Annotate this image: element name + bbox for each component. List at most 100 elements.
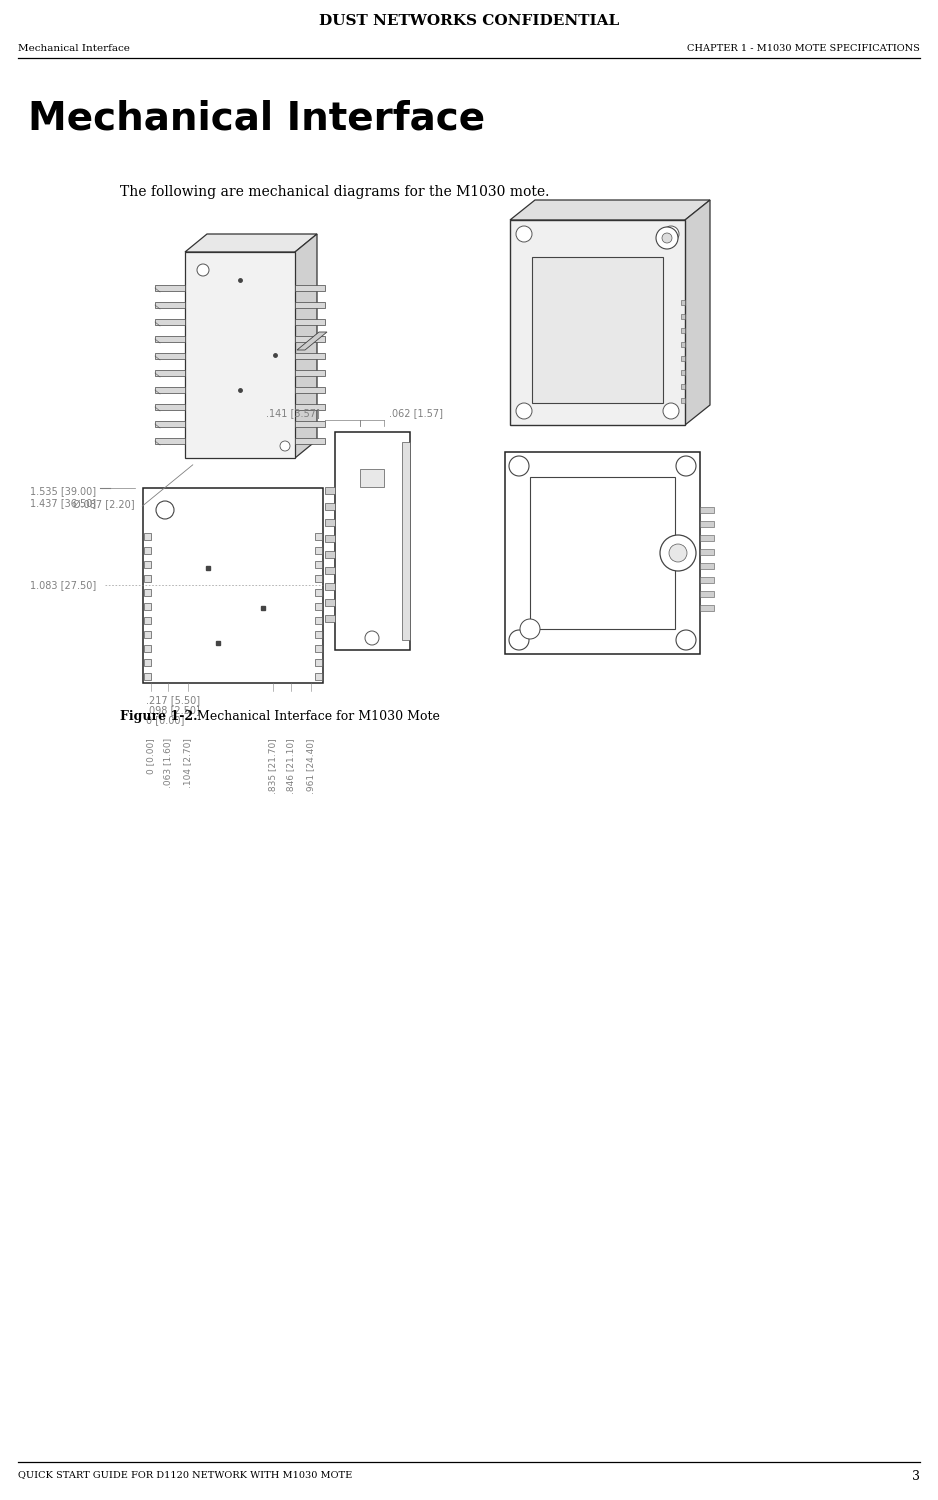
Bar	[530, 477, 675, 628]
Bar	[315, 658, 322, 666]
Text: .104 [2.70]: .104 [2.70]	[184, 738, 192, 788]
Text: Mechanical Interface for M1030 Mote: Mechanical Interface for M1030 Mote	[185, 710, 440, 723]
Bar	[700, 591, 714, 597]
Polygon shape	[295, 422, 325, 428]
Bar	[532, 256, 663, 404]
Bar	[144, 645, 151, 652]
Bar	[315, 532, 322, 540]
Circle shape	[656, 226, 678, 249]
Polygon shape	[295, 302, 325, 307]
Bar	[325, 488, 335, 494]
Text: 1.535 [39.00]: 1.535 [39.00]	[30, 486, 96, 496]
Polygon shape	[685, 200, 710, 424]
Bar	[335, 432, 410, 650]
Bar	[505, 452, 700, 654]
Polygon shape	[155, 387, 185, 393]
Text: 0 [0.00]: 0 [0.00]	[146, 738, 156, 774]
Text: 0 [0.00]: 0 [0.00]	[146, 716, 185, 724]
Bar	[325, 503, 335, 510]
Circle shape	[365, 632, 379, 645]
Polygon shape	[155, 352, 185, 358]
Bar	[325, 519, 335, 526]
Circle shape	[676, 630, 696, 650]
Bar	[402, 442, 410, 640]
Polygon shape	[155, 302, 185, 307]
Circle shape	[156, 501, 174, 519]
Polygon shape	[185, 252, 295, 458]
Circle shape	[669, 544, 687, 562]
Bar	[144, 658, 151, 666]
Bar	[700, 562, 714, 568]
Circle shape	[516, 404, 532, 418]
Polygon shape	[155, 404, 185, 410]
Circle shape	[197, 264, 209, 276]
Polygon shape	[297, 332, 327, 350]
Bar	[700, 520, 714, 526]
Polygon shape	[295, 352, 325, 358]
Polygon shape	[295, 336, 325, 342]
Bar	[315, 561, 322, 568]
Bar	[144, 632, 151, 638]
Circle shape	[660, 536, 696, 572]
Text: .141 [3.57]: .141 [3.57]	[266, 408, 320, 419]
Polygon shape	[185, 234, 317, 252]
Bar	[681, 314, 685, 320]
Circle shape	[509, 456, 529, 476]
Text: QUICK START GUIDE FOR D1120 NETWORK WITH M1030 MOTE: QUICK START GUIDE FOR D1120 NETWORK WITH…	[18, 1470, 353, 1479]
Bar	[143, 488, 323, 682]
Polygon shape	[155, 336, 185, 342]
Circle shape	[676, 456, 696, 476]
Bar	[325, 584, 335, 590]
Text: DUST NETWORKS CONFIDENTIAL: DUST NETWORKS CONFIDENTIAL	[319, 13, 619, 28]
Bar	[144, 674, 151, 680]
Bar	[144, 590, 151, 596]
Text: Ø.087 [2.20]: Ø.087 [2.20]	[73, 500, 135, 510]
Polygon shape	[295, 320, 325, 326]
Bar	[360, 470, 384, 488]
Polygon shape	[295, 285, 325, 291]
Polygon shape	[155, 438, 185, 444]
Polygon shape	[155, 285, 185, 291]
Bar	[700, 549, 714, 555]
Bar	[325, 536, 335, 542]
Text: 1.437 [36.50]: 1.437 [36.50]	[30, 498, 96, 508]
Polygon shape	[295, 370, 325, 376]
Bar	[700, 604, 714, 610]
Text: Mechanical Interface: Mechanical Interface	[18, 44, 129, 52]
Bar	[315, 616, 322, 624]
Text: 3: 3	[912, 1470, 920, 1484]
Bar	[700, 507, 714, 513]
Bar	[315, 674, 322, 680]
Text: .062 [1.57]: .062 [1.57]	[389, 408, 443, 419]
Bar	[144, 548, 151, 554]
Text: .961 [24.40]: .961 [24.40]	[307, 738, 315, 794]
Bar	[325, 615, 335, 622]
Bar	[681, 342, 685, 346]
Text: CHAPTER 1 - M1030 MOTE SPECIFICATIONS: CHAPTER 1 - M1030 MOTE SPECIFICATIONS	[688, 44, 920, 52]
Bar	[315, 632, 322, 638]
Text: .098 [2.50]: .098 [2.50]	[146, 705, 200, 716]
Text: Mechanical Interface: Mechanical Interface	[28, 100, 485, 138]
Bar	[315, 645, 322, 652]
Bar	[315, 590, 322, 596]
Polygon shape	[295, 438, 325, 444]
Text: 1.083 [27.50]: 1.083 [27.50]	[30, 580, 96, 590]
Polygon shape	[155, 422, 185, 428]
Polygon shape	[295, 387, 325, 393]
Text: .846 [21.10]: .846 [21.10]	[286, 738, 295, 794]
Bar	[144, 616, 151, 624]
Bar	[681, 356, 685, 362]
Bar	[315, 603, 322, 610]
Circle shape	[662, 232, 672, 243]
Text: The following are mechanical diagrams for the M1030 mote.: The following are mechanical diagrams fo…	[120, 184, 550, 200]
Bar	[681, 328, 685, 333]
Bar	[325, 598, 335, 606]
Bar	[681, 300, 685, 304]
Polygon shape	[155, 370, 185, 376]
Text: Figure 1-2.: Figure 1-2.	[120, 710, 198, 723]
Bar	[315, 548, 322, 554]
Bar	[144, 561, 151, 568]
Bar	[144, 532, 151, 540]
Bar	[144, 603, 151, 610]
Polygon shape	[510, 220, 685, 424]
